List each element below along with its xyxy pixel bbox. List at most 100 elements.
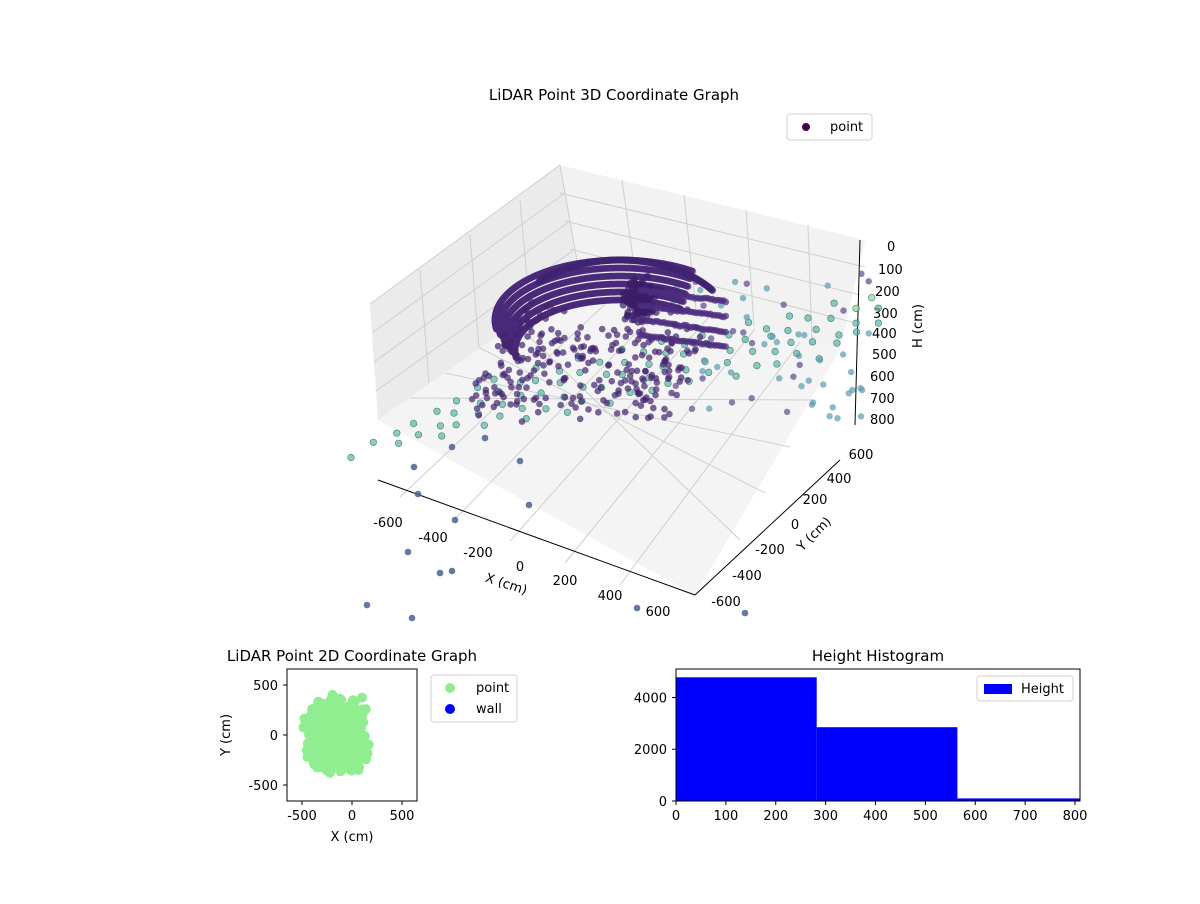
point-3d-marker bbox=[527, 346, 535, 354]
x-tick: 300 bbox=[813, 809, 838, 824]
z-tick: 400 bbox=[872, 327, 897, 342]
point-3d-marker bbox=[518, 341, 526, 349]
point-3d-marker bbox=[524, 374, 531, 382]
point-3d-marker bbox=[699, 375, 706, 382]
point-3d-marker bbox=[638, 307, 646, 315]
point-3d-marker bbox=[577, 343, 585, 351]
point-3d-marker bbox=[652, 386, 660, 393]
point-3d-marker bbox=[503, 342, 511, 349]
point-3d-marker bbox=[574, 335, 581, 343]
point-3d-marker bbox=[628, 312, 636, 320]
point-3d-marker bbox=[448, 443, 456, 451]
pane-floor bbox=[378, 278, 840, 595]
x-axis-label-3d: X (cm) bbox=[483, 571, 529, 599]
x-tick: 700 bbox=[1013, 809, 1038, 824]
point-3d-marker bbox=[621, 377, 629, 384]
x-tick: 200 bbox=[763, 809, 788, 824]
point-3d-marker bbox=[537, 311, 544, 319]
point-3d-marker bbox=[628, 378, 635, 385]
chart-3d-title: LiDAR Point 3D Coordinate Graph bbox=[489, 86, 739, 104]
point-3d-marker bbox=[578, 398, 585, 405]
point-3d-marker bbox=[480, 421, 488, 429]
x-tick: 0 bbox=[672, 809, 680, 824]
point-3d-marker bbox=[833, 339, 841, 347]
point-3d-marker bbox=[644, 272, 651, 280]
point-3d-marker bbox=[594, 387, 602, 395]
point-3d-marker bbox=[538, 330, 546, 338]
point-3d-marker bbox=[645, 354, 653, 362]
point-3d-marker bbox=[554, 350, 561, 357]
point-3d-marker bbox=[560, 307, 568, 315]
point-2d-marker bbox=[345, 712, 356, 723]
point-3d-marker bbox=[739, 294, 747, 302]
point-3d-marker bbox=[493, 399, 501, 407]
point-3d-marker bbox=[624, 325, 631, 333]
histogram-bars bbox=[676, 677, 1080, 801]
point-3d-marker bbox=[845, 390, 852, 397]
point-3d-marker bbox=[625, 284, 632, 292]
point-3d-marker bbox=[540, 362, 547, 369]
point-2d-marker bbox=[327, 726, 338, 737]
point-2d-marker bbox=[326, 711, 337, 722]
point-3d-marker bbox=[531, 317, 539, 325]
y-ticks-hist: 0 2000 4000 bbox=[634, 692, 667, 811]
point-3d-marker bbox=[582, 367, 589, 374]
point-3d-marker bbox=[534, 408, 542, 416]
point-3d-marker bbox=[577, 324, 585, 331]
point-3d-marker bbox=[598, 325, 606, 333]
point-3d-marker bbox=[839, 351, 847, 358]
point-3d-marker bbox=[761, 341, 768, 348]
z-tick: 200 bbox=[875, 285, 900, 300]
point-3d-marker bbox=[613, 410, 621, 417]
point-3d-marker bbox=[624, 385, 632, 392]
point-3d-marker bbox=[632, 354, 639, 361]
point-3d-marker bbox=[448, 567, 456, 575]
point-3d-marker bbox=[591, 381, 598, 389]
point-3d-marker bbox=[633, 604, 641, 612]
point-3d-marker bbox=[585, 359, 592, 367]
point-3d-marker bbox=[639, 396, 647, 404]
point-3d-marker bbox=[481, 434, 489, 442]
point-3d-marker bbox=[491, 384, 498, 391]
point-3d-marker bbox=[787, 338, 795, 347]
z-tick: 800 bbox=[870, 413, 895, 428]
point-3d-marker bbox=[651, 348, 659, 356]
point-3d-marker bbox=[699, 368, 706, 375]
point-3d-marker bbox=[513, 401, 520, 408]
point-3d-marker bbox=[614, 369, 621, 376]
legend-hist-swatch bbox=[984, 684, 1012, 694]
point-3d-marker bbox=[613, 331, 621, 339]
point-3d-marker bbox=[498, 400, 507, 408]
point-3d-marker bbox=[433, 407, 441, 415]
point-3d-marker bbox=[490, 375, 498, 383]
point-3d-marker bbox=[640, 341, 647, 349]
x-tick: 600 bbox=[963, 809, 988, 824]
point-3d-marker bbox=[684, 347, 691, 355]
point-2d-marker bbox=[344, 747, 355, 758]
point-3d-marker bbox=[661, 405, 668, 413]
point-3d-marker bbox=[530, 367, 538, 374]
point-3d-marker bbox=[436, 569, 444, 577]
y-tick: -400 bbox=[732, 569, 762, 584]
point-2d-marker bbox=[343, 734, 354, 744]
point-3d-marker bbox=[528, 328, 535, 336]
point-3d-marker bbox=[631, 339, 639, 347]
point-2d-marker bbox=[334, 753, 345, 764]
point-3d-marker bbox=[688, 405, 696, 412]
point-3d-marker bbox=[708, 286, 717, 294]
y-tick: 500 bbox=[253, 679, 278, 694]
legend-2d: point wall bbox=[430, 674, 518, 723]
point-3d-marker bbox=[632, 413, 639, 421]
x-tick: 500 bbox=[390, 809, 415, 824]
point-3d-marker bbox=[577, 382, 584, 389]
histogram-bar bbox=[676, 677, 817, 801]
point-3d-marker bbox=[857, 413, 865, 420]
legend-2d-marker-wall bbox=[445, 704, 455, 714]
z-tick: 700 bbox=[870, 392, 895, 407]
point-3d-marker bbox=[542, 315, 549, 322]
point-3d-marker bbox=[554, 329, 562, 337]
point-2d-marker bbox=[313, 722, 324, 733]
point-3d-marker bbox=[676, 378, 684, 385]
y-axis-label-3d: Y (cm) bbox=[794, 514, 835, 555]
points-2d bbox=[298, 689, 374, 778]
